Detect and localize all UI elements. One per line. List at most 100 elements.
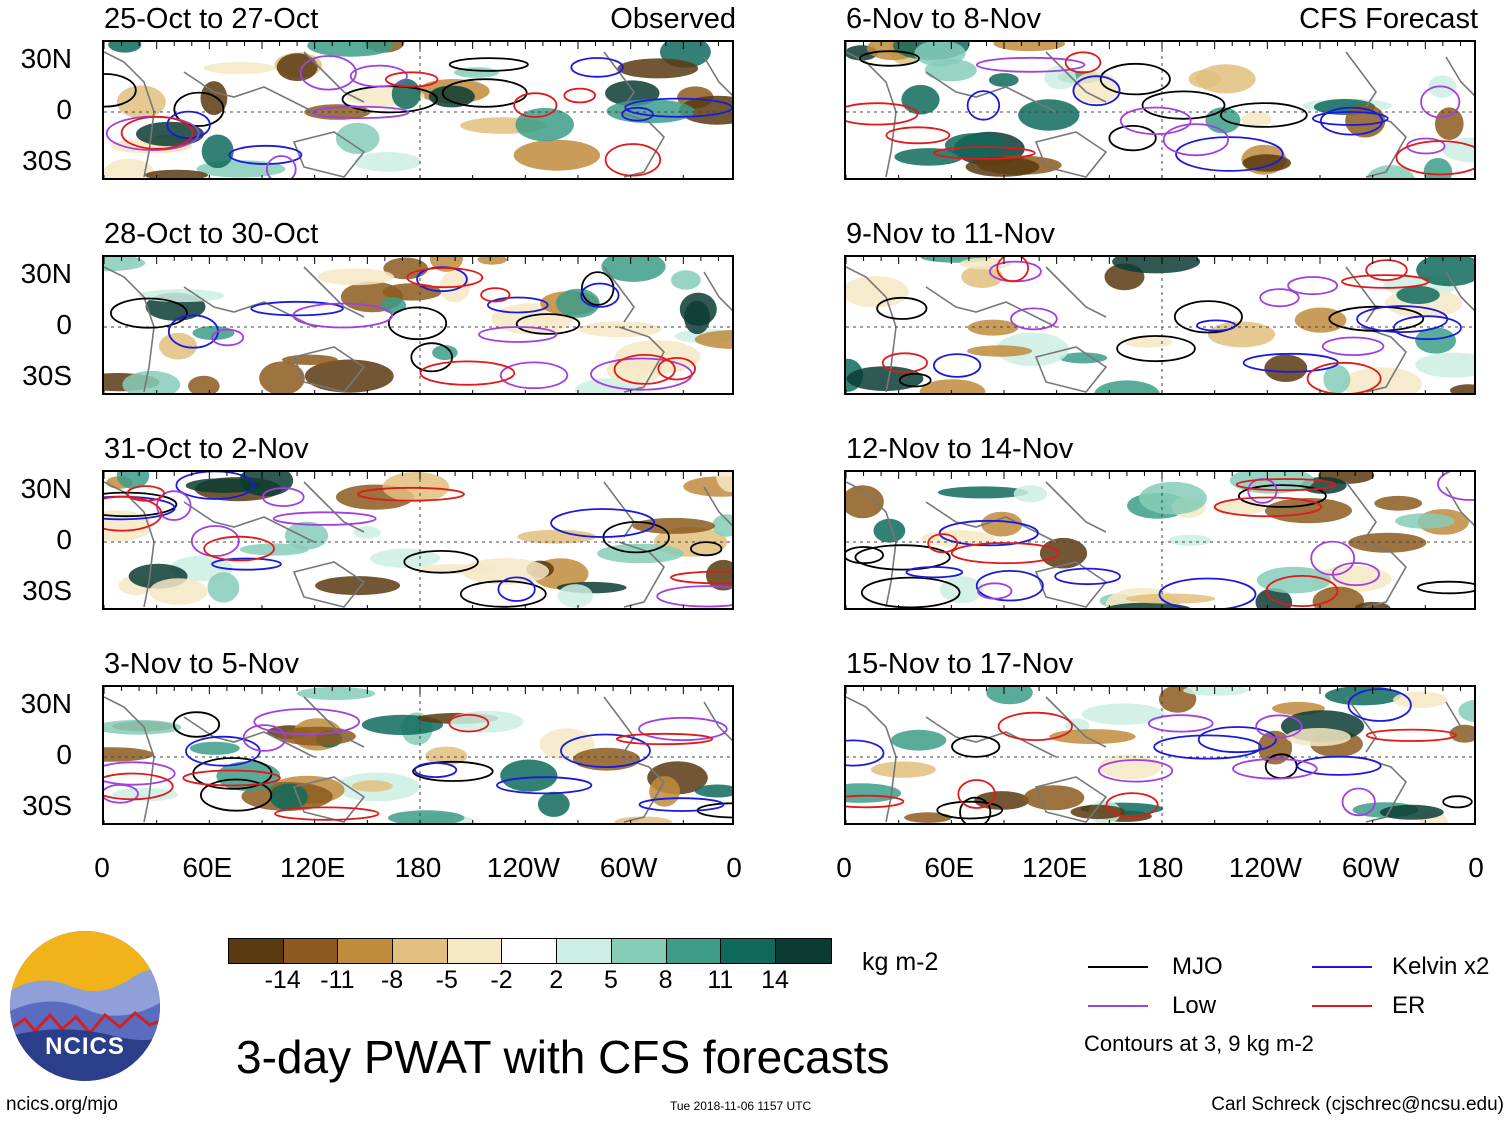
pwat-anomaly-shade [944,133,1005,158]
pwat-anomaly-shade [537,791,570,817]
pwat-anomaly-shade [315,576,401,596]
pwat-anomaly-shade [961,265,1004,288]
y-axis-label: 0 [56,309,72,340]
pwat-anomaly-shade [846,276,909,308]
colorbar-tick-label: -14 [264,966,301,994]
pwat-anomaly-shade [873,518,906,543]
contour-er [615,732,714,746]
pwat-anomaly-shade [988,73,1019,87]
pwat-anomaly-shade [391,78,421,110]
legend-kelvin-label: Kelvin x2 [1392,953,1490,980]
contour-er [126,485,165,502]
coastline [1360,541,1407,608]
pwat-anomaly-shade [578,321,662,338]
contour-mjo [1219,102,1308,128]
contour-kelvin-x2 [250,300,344,317]
coastline [1360,326,1407,393]
contour-mjo [448,57,529,72]
colorbar-swatch [229,939,284,963]
map-panel [844,470,1476,610]
coastline [703,271,732,312]
coastline [104,266,155,393]
panel-tag-observed: Observed [610,3,736,35]
contour-er [997,711,1073,742]
colorbar-swatch [338,939,394,963]
pwat-anomaly-shade [1374,495,1423,511]
pwat-anomaly-shade [1122,336,1173,348]
footer-url[interactable]: ncics.org/mjo [6,1094,118,1115]
pwat-anomaly-shade [1241,111,1272,129]
contour-low [266,155,297,178]
pwat-anomaly-shade [846,366,924,391]
pwat-anomaly-shade [967,345,1033,357]
contour-mjo [936,800,1003,820]
pwat-anomaly-shade [428,85,475,108]
pwat-anomaly-shade [159,332,197,360]
contour-mjo [690,541,723,557]
contour-kelvin-x2 [1054,567,1121,586]
y-axis-label: 0 [56,524,72,555]
pwat-anomaly-shade [986,687,1033,705]
contour-low [478,326,558,343]
pwat-anomaly-shade [112,787,178,802]
contour-kelvin-x2 [166,110,211,140]
contour-low [1420,85,1461,119]
pwat-anomaly-shade [1013,485,1048,503]
coastline [292,346,366,393]
pwat-anomaly-shade [846,485,884,519]
coastline [1445,271,1474,312]
contour-low [104,784,139,804]
pwat-anomaly-shade [296,687,376,700]
coastline [925,501,1057,543]
pwat-anomaly-shade [1073,71,1120,104]
contour-low [1287,276,1339,296]
pwat-anomaly-shade [104,747,155,762]
pwat-anomaly-shade [694,784,732,798]
footer-author: Carl Schreck (cjschrec@ncsu.edu) [1211,1094,1504,1115]
contour-kelvin-x2 [1393,315,1462,341]
contour-er [182,769,281,787]
colorbar-tick-label: 5 [603,966,618,994]
pwat-anomaly-shade [138,289,225,303]
coastline [925,716,1057,758]
contour-low [1010,307,1058,331]
legend-mjo-label: MJO [1172,953,1223,980]
coastline [603,266,635,323]
pwat-anomaly-shade [383,257,428,280]
contour-kelvin-x2 [624,97,732,118]
pwat-anomaly-shade [597,543,684,564]
coastline [292,131,366,178]
coastline [1034,561,1108,608]
pwat-anomaly-shade [1070,804,1126,820]
colorbar-tick-label: -11 [320,966,355,994]
contour-low [299,55,357,91]
contour-er [406,267,484,289]
x-axis-label: 180 [394,852,442,883]
pwat-anomaly-shade [239,472,294,497]
contour-mjo [876,296,928,320]
pwat-anomaly-shade [904,812,952,823]
pwat-anomaly-shade [894,148,963,166]
contour-er [1306,361,1382,393]
contour-er [480,287,511,303]
coastline [183,286,315,328]
contour-kelvin-x2 [413,762,458,779]
contour-er [563,87,597,104]
pwat-anomaly-shade [1450,384,1474,393]
contour-mjo [412,760,494,782]
contour-er [203,535,275,562]
contour-low [656,585,732,608]
coastline [703,701,732,742]
pwat-anomaly-shade [967,319,1019,336]
pwat-anomaly-shade [382,283,442,301]
contour-er [385,71,439,88]
pwat-anomaly-shade [203,62,275,75]
contour-mjo [172,711,221,738]
pwat-anomaly-shade [517,529,596,544]
pwat-anomaly-shade [144,169,208,178]
pwat-anomaly-shade [425,746,468,766]
contour-kelvin-x2 [580,282,620,308]
pwat-anomaly-shade [1396,286,1440,304]
pwat-anomaly-shade [304,359,394,393]
contour-er [927,533,959,554]
